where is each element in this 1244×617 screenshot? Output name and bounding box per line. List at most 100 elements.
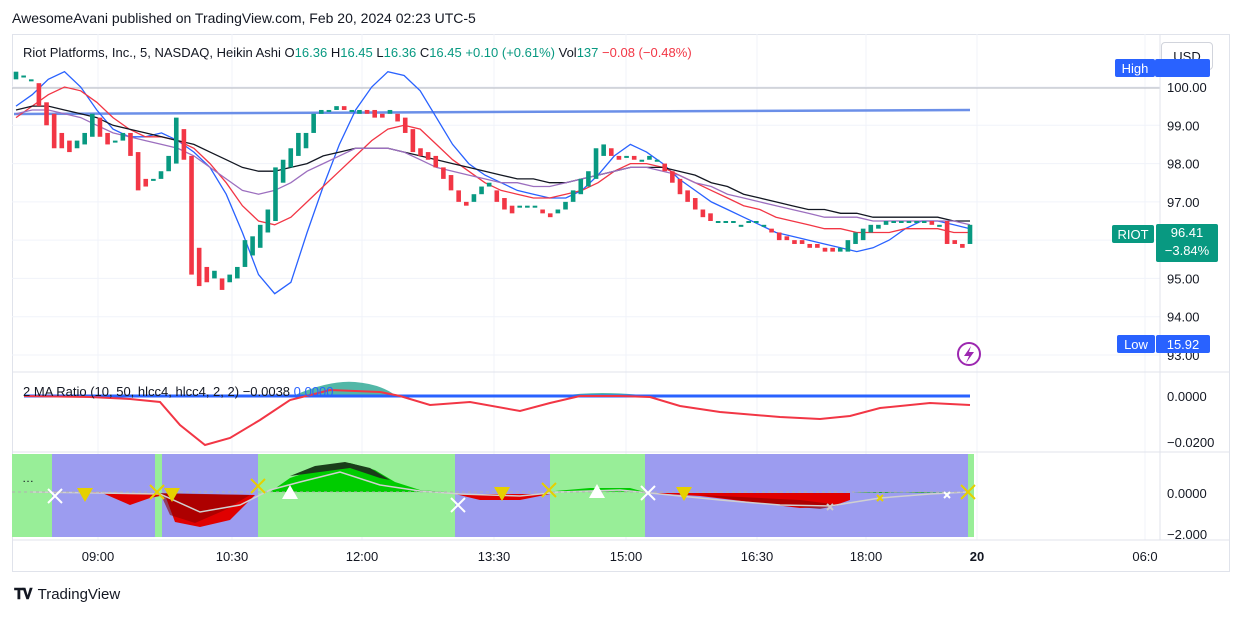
- time-tick-label: 10:30: [216, 549, 249, 564]
- candle: [494, 190, 500, 202]
- candle: [372, 109, 378, 118]
- candle: [112, 140, 118, 143]
- candle: [204, 266, 210, 283]
- time-tick-label: 06:0: [1132, 549, 1157, 564]
- candle: [13, 71, 19, 80]
- candle: [189, 155, 194, 275]
- candle: [784, 236, 790, 241]
- candle: [929, 221, 935, 225]
- time-axis[interactable]: 09:00 10:30 12:00 13:30 15:00 16:30 18:00 20 06:…: [82, 549, 1158, 564]
- candle: [105, 132, 110, 145]
- tradingview-logo-icon: 𝐓𝐕: [14, 586, 33, 603]
- candle: [723, 221, 729, 223]
- candle: [532, 205, 538, 208]
- candle: [418, 148, 423, 156]
- candle: [754, 221, 759, 223]
- price-tick-label: 99.00: [1167, 118, 1200, 133]
- osc-dark-red-fill: [160, 493, 250, 523]
- candle: [395, 113, 400, 122]
- time-tick-label: 09:00: [82, 549, 115, 564]
- candle: [662, 163, 668, 172]
- candle: [303, 132, 309, 149]
- candle: [74, 140, 80, 149]
- candle: [746, 221, 751, 223]
- candle: [334, 106, 339, 110]
- indicator-legend[interactable]: 2 MA Ratio (10, 50, hlcc4, hlcc4, 2, 2) …: [23, 384, 333, 399]
- candle: [692, 198, 698, 210]
- candle: [685, 190, 690, 202]
- ma-line: [15, 70, 971, 295]
- high-value: 16.45: [340, 45, 373, 60]
- candle: [914, 221, 919, 223]
- close-value: 16.45: [429, 45, 462, 60]
- time-tick-label: 18:00: [850, 549, 883, 564]
- low-tag: Low: [1117, 335, 1155, 353]
- candle: [151, 178, 156, 181]
- candle: [280, 159, 286, 183]
- candle: [265, 209, 271, 233]
- candle: [616, 155, 622, 160]
- low-label: L: [376, 45, 384, 60]
- low-value: 16.36: [383, 45, 417, 60]
- candle: [288, 148, 294, 168]
- volume-label: Vol: [558, 45, 577, 60]
- price-tick-label: 97.00: [1167, 195, 1200, 210]
- candle: [853, 232, 858, 244]
- riot-label: RIOT: [1117, 226, 1149, 242]
- candle: [799, 240, 805, 244]
- candle: [235, 266, 240, 279]
- riot-symbol-tag: RIOT: [1112, 225, 1154, 243]
- candle: [143, 178, 149, 187]
- candle: [876, 224, 881, 229]
- candle: [578, 178, 584, 195]
- candle: [326, 109, 332, 112]
- moving-averages: [15, 70, 971, 295]
- candle: [608, 148, 614, 156]
- candle: [425, 152, 431, 160]
- candle: [517, 205, 523, 208]
- open-value: 16.36: [294, 45, 328, 60]
- candle: [441, 167, 446, 179]
- candle: [349, 109, 355, 112]
- buy-triangle-icon: [282, 485, 298, 499]
- candle: [639, 159, 645, 162]
- cross-icon: [149, 484, 165, 500]
- time-tick-label: 12:00: [346, 549, 379, 564]
- cross-icon: [826, 503, 834, 511]
- price-tick-label: 95.00: [1167, 271, 1200, 286]
- indicator-value-2: 0.0000: [293, 384, 334, 399]
- low-label: Low: [1124, 336, 1148, 352]
- candle: [845, 240, 851, 252]
- candle: [212, 270, 217, 279]
- candle: [647, 155, 652, 160]
- volume-change: −0.08 (−0.48%): [602, 45, 692, 60]
- candle: [967, 224, 973, 244]
- price-axis[interactable]: 100.0099.0098.0097.0096.0095.0094.0093.0…: [1167, 80, 1207, 363]
- candle: [219, 278, 225, 290]
- symbol-title[interactable]: Riot Platforms, Inc., 5, NASDAQ, Heikin …: [23, 45, 281, 60]
- candle: [173, 117, 179, 164]
- brand-name: TradingView: [37, 586, 121, 603]
- oscillator-pane: [12, 454, 976, 537]
- candle: [120, 132, 126, 141]
- indicator-value-1: −0.0038: [242, 384, 291, 399]
- chart-frame: [12, 34, 1230, 572]
- candle: [82, 132, 87, 145]
- signal-markers: [47, 478, 976, 513]
- candle: [563, 201, 568, 210]
- candle: [44, 102, 49, 126]
- footer-brand[interactable]: 𝐓𝐕 TradingView: [14, 586, 120, 603]
- horizontal-ray: [13, 108, 971, 116]
- candle: [402, 117, 408, 133]
- time-tick-label: 13:30: [478, 549, 511, 564]
- candle: [311, 113, 316, 133]
- pane-more-icon[interactable]: …: [22, 471, 34, 485]
- heikin-ashi-candles: [13, 71, 973, 290]
- symbol-legend: Riot Platforms, Inc., 5, NASDAQ, Heikin …: [23, 45, 692, 60]
- candle: [357, 109, 362, 114]
- candle: [318, 109, 324, 114]
- candle: [593, 148, 599, 179]
- time-tick-label: 20: [970, 549, 984, 564]
- candle: [631, 155, 637, 160]
